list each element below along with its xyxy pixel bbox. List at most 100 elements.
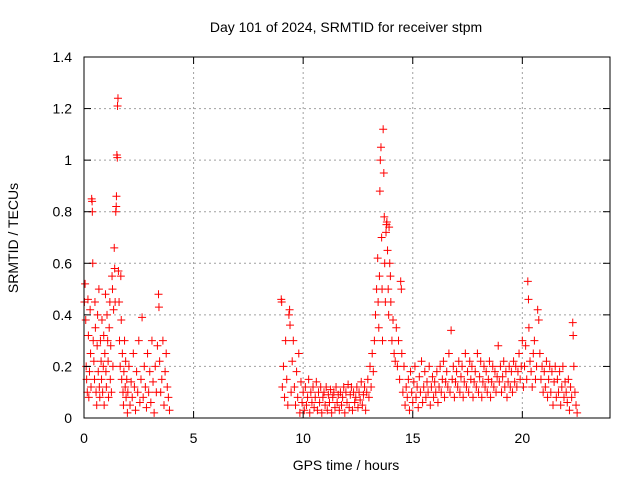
data-point <box>520 362 529 371</box>
data-point <box>486 393 495 402</box>
data-point <box>293 393 302 402</box>
data-point <box>459 393 468 402</box>
data-point <box>515 349 524 358</box>
data-point <box>555 367 564 376</box>
data-point <box>536 375 545 384</box>
data-point <box>309 383 318 392</box>
data-point <box>88 197 97 206</box>
data-point <box>298 398 307 407</box>
data-point <box>510 377 519 386</box>
data-point <box>113 153 122 162</box>
data-point <box>107 388 116 397</box>
data-point <box>363 375 372 384</box>
data-point <box>447 326 456 335</box>
data-point <box>112 202 121 211</box>
x-tick-labels: 0 5 10 15 20 <box>80 430 530 446</box>
data-point <box>139 393 148 402</box>
data-point <box>93 310 102 319</box>
data-point <box>568 318 577 327</box>
data-point <box>96 336 105 345</box>
data-point <box>312 377 321 386</box>
y-tick-label: 1.2 <box>53 101 73 117</box>
data-point <box>422 377 431 386</box>
data-point <box>292 367 301 376</box>
data-point <box>530 336 539 345</box>
data-point <box>128 393 137 402</box>
data-point <box>412 393 421 402</box>
data-point <box>487 377 496 386</box>
data-point <box>390 349 399 358</box>
data-point <box>384 285 393 294</box>
data-point <box>385 259 394 268</box>
data-point <box>376 156 385 165</box>
data-point <box>366 362 375 371</box>
data-point <box>100 349 109 358</box>
data-point <box>436 362 445 371</box>
data-point <box>540 367 549 376</box>
data-point <box>86 349 95 358</box>
data-point <box>533 305 542 314</box>
data-point <box>452 367 461 376</box>
data-point <box>156 388 165 397</box>
data-point <box>304 375 313 384</box>
data-point <box>528 383 537 392</box>
x-tick-label: 10 <box>295 430 311 446</box>
data-point <box>106 341 115 350</box>
data-point <box>378 336 387 345</box>
data-point <box>131 406 140 415</box>
data-point <box>109 305 118 314</box>
data-point <box>435 383 444 392</box>
data-point <box>490 367 499 376</box>
data-point <box>353 403 362 412</box>
data-point <box>348 406 357 415</box>
data-point <box>567 393 576 402</box>
data-point <box>371 310 380 319</box>
data-point <box>307 398 316 407</box>
data-point <box>556 401 565 410</box>
data-point <box>332 383 341 392</box>
data-point <box>375 187 384 196</box>
data-point <box>315 398 324 407</box>
data-point <box>291 401 300 410</box>
data-point <box>280 393 289 402</box>
data-point <box>455 388 464 397</box>
data-point <box>322 383 331 392</box>
data-point <box>402 383 411 392</box>
data-point <box>123 408 132 417</box>
x-tick-label: 20 <box>515 430 531 446</box>
data-point <box>141 383 150 392</box>
data-point <box>163 383 172 392</box>
data-point <box>303 393 312 402</box>
data-point <box>424 388 433 397</box>
data-point <box>123 388 132 397</box>
data-point <box>524 295 533 304</box>
data-point <box>467 362 476 371</box>
data-point <box>134 336 143 345</box>
data-point <box>481 383 490 392</box>
data-point <box>130 383 139 392</box>
data-point <box>90 375 99 384</box>
data-point <box>478 377 487 386</box>
data-point <box>284 310 293 319</box>
data-point <box>161 367 170 376</box>
data-point <box>470 377 479 386</box>
data-point <box>446 388 455 397</box>
data-point <box>164 393 173 402</box>
plot-frame <box>83 56 611 419</box>
data-point <box>361 406 370 415</box>
data-point <box>524 323 533 332</box>
data-point <box>154 290 163 299</box>
data-point <box>551 362 560 371</box>
data-point <box>333 398 342 407</box>
data-point <box>313 406 322 415</box>
data-point <box>89 357 98 366</box>
data-point <box>158 336 167 345</box>
data-point <box>93 341 102 350</box>
data-point <box>277 297 286 306</box>
data-point <box>538 362 547 371</box>
data-point <box>337 401 346 410</box>
data-point <box>458 362 467 371</box>
data-point <box>420 367 429 376</box>
data-point <box>338 393 347 402</box>
data-point <box>143 349 152 358</box>
